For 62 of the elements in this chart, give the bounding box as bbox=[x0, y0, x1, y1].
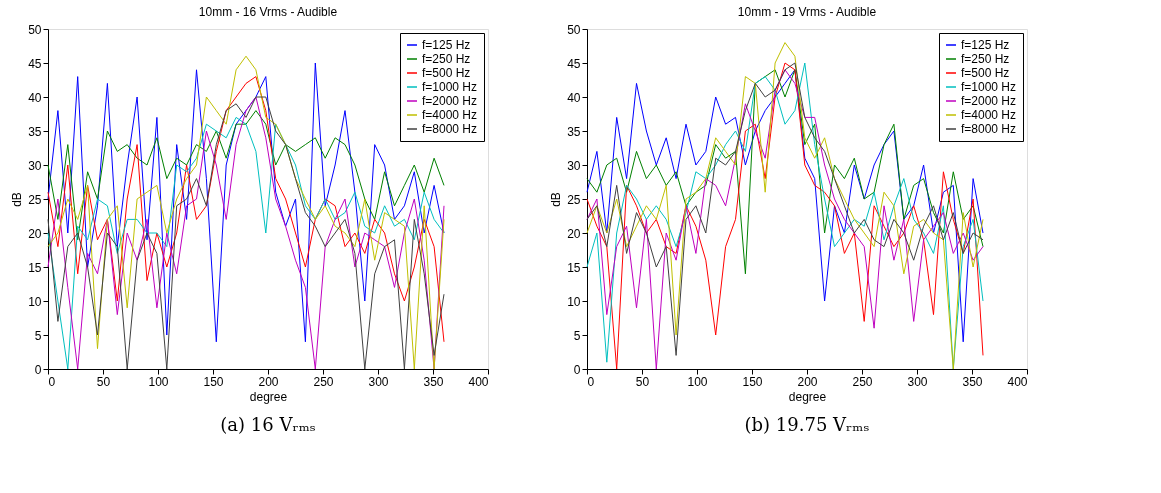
y-tick-label: 20 bbox=[28, 226, 42, 241]
x-axis-title: degree bbox=[249, 389, 288, 404]
y-tick-label: 40 bbox=[28, 90, 42, 105]
y-tick-label: 5 bbox=[573, 328, 581, 343]
y-tick-label: 40 bbox=[567, 90, 581, 105]
y-tick-label: 50 bbox=[28, 22, 42, 37]
y-tick-label: 35 bbox=[28, 124, 42, 139]
text: (a) 16 Vᵣₘₛ bbox=[220, 414, 316, 435]
x-tick-label: 50 bbox=[635, 374, 650, 389]
legend-label: f=500 Hz bbox=[961, 66, 1010, 80]
y-tick-label: 0 bbox=[34, 362, 42, 377]
legend-label: f=4000 Hz bbox=[961, 108, 1017, 122]
legend-label: f=2000 Hz bbox=[961, 94, 1017, 108]
x-tick-label: 250 bbox=[852, 374, 873, 389]
y-tick-label: 25 bbox=[28, 192, 42, 207]
y-tick-label: 30 bbox=[567, 158, 581, 173]
x-tick-label: 50 bbox=[96, 374, 111, 389]
x-tick-label: 350 bbox=[962, 374, 983, 389]
text: (b) 19.75 Vᵣₘₛ bbox=[744, 414, 870, 435]
legend-label: f=8000 Hz bbox=[422, 122, 478, 136]
legend-label: f=125 Hz bbox=[422, 38, 471, 52]
x-tick-label: 300 bbox=[368, 374, 389, 389]
y-tick-label: 15 bbox=[28, 260, 42, 275]
legend-label: f=125 Hz bbox=[961, 38, 1010, 52]
y-tick-label: 10 bbox=[28, 294, 42, 309]
y-tick-label: 0 bbox=[573, 362, 581, 377]
x-tick-label: 200 bbox=[258, 374, 279, 389]
x-tick-label: 400 bbox=[468, 374, 489, 389]
x-tick-label: 0 bbox=[587, 374, 595, 389]
x-tick-label: 300 bbox=[907, 374, 928, 389]
chart-title: 10mm - 19 Vrms - Audible bbox=[737, 5, 877, 19]
y-tick-label: 35 bbox=[567, 124, 581, 139]
x-tick-label: 250 bbox=[313, 374, 334, 389]
y-axis-title: dB bbox=[10, 192, 25, 207]
x-tick-label: 0 bbox=[48, 374, 56, 389]
y-tick-label: 30 bbox=[28, 158, 42, 173]
y-tick-label: 45 bbox=[28, 56, 42, 71]
y-tick-label: 10 bbox=[567, 294, 581, 309]
legend-label: f=4000 Hz bbox=[422, 108, 478, 122]
legend-label: f=250 Hz bbox=[422, 52, 471, 66]
y-axis-title: dB bbox=[549, 192, 564, 207]
y-tick-label: 5 bbox=[34, 328, 42, 343]
legend-label: f=250 Hz bbox=[961, 52, 1010, 66]
y-tick-label: 25 bbox=[567, 192, 581, 207]
y-tick-label: 50 bbox=[567, 22, 581, 37]
y-tick-label: 20 bbox=[567, 226, 581, 241]
legend-label: f=1000 Hz bbox=[961, 80, 1017, 94]
x-tick-label: 400 bbox=[1007, 374, 1028, 389]
x-tick-label: 100 bbox=[687, 374, 708, 389]
legend-label: f=8000 Hz bbox=[961, 122, 1017, 136]
x-tick-label: 200 bbox=[797, 374, 818, 389]
x-tick-label: 150 bbox=[203, 374, 224, 389]
chart-title: 10mm - 16 Vrms - Audible bbox=[198, 5, 338, 19]
y-tick-label: 45 bbox=[567, 56, 581, 71]
y-tick-label: 15 bbox=[567, 260, 581, 275]
x-axis-title: degree bbox=[788, 389, 827, 404]
x-tick-label: 350 bbox=[423, 374, 444, 389]
x-tick-label: 150 bbox=[742, 374, 763, 389]
legend-label: f=1000 Hz bbox=[422, 80, 478, 94]
x-tick-label: 100 bbox=[148, 374, 169, 389]
legend-label: f=500 Hz bbox=[422, 66, 471, 80]
legend-label: f=2000 Hz bbox=[422, 94, 478, 108]
